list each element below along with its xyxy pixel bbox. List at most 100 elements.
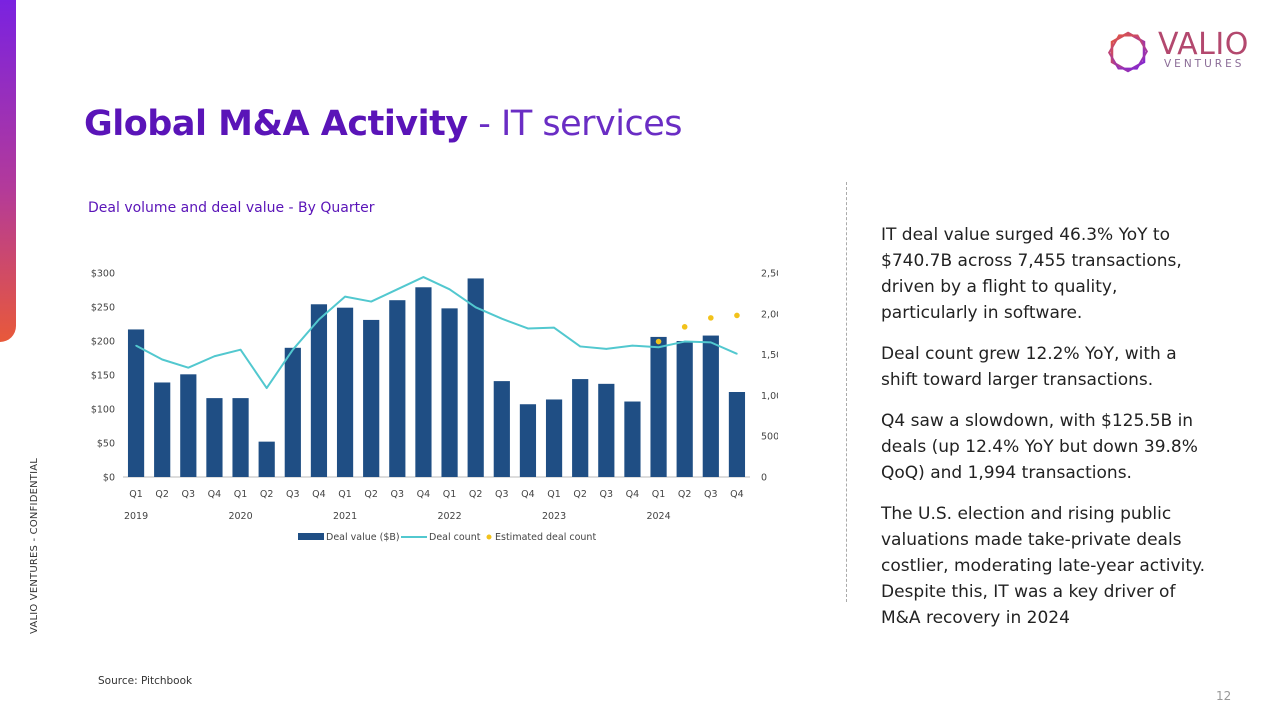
x-tick-label: Q3 — [600, 489, 614, 500]
deal-count-point — [265, 387, 268, 389]
logo-wordmark: VALIO — [1158, 27, 1249, 62]
commentary-paragraph: IT deal value surged 46.3% YoY to $740.7… — [881, 225, 1182, 323]
bar-deal-value — [545, 399, 563, 477]
bar-deal-value — [310, 304, 328, 477]
bar-deal-value — [572, 379, 589, 477]
page-number: 12 — [1216, 689, 1232, 703]
x-tick-label: Q1 — [547, 489, 561, 500]
estimated-deal-count-point — [708, 315, 714, 321]
x-tick-label: Q3 — [182, 489, 196, 500]
x-tick-label: Q4 — [521, 489, 535, 500]
bar-deal-value — [180, 374, 197, 477]
deal-count-point — [710, 341, 712, 344]
bar-deal-value — [206, 398, 223, 477]
x-year-label: 2023 — [542, 511, 566, 522]
chart-area: $0 $50 $100 $150 $200 $250 $300 0 500 1,000 1,500 2… — [88, 255, 788, 555]
deal-count-point — [239, 348, 242, 351]
y-left-tick-label: $300 — [91, 269, 115, 280]
deal-count-point — [448, 288, 451, 291]
deal-count-point — [344, 295, 346, 298]
deal-count-point — [605, 348, 608, 350]
commentary-panel: IT deal value surged 46.3% YoY to $740.7… — [881, 222, 1211, 646]
bar-deal-value — [624, 401, 641, 477]
deal-count-point — [631, 344, 634, 347]
x-tick-label: Q2 — [573, 489, 587, 500]
y-left-tick-label: $150 — [91, 371, 115, 382]
bar-deal-value — [232, 398, 249, 477]
x-year-label: 2024 — [646, 511, 670, 522]
y-left-tick-label: $250 — [91, 303, 115, 314]
bar-deal-value — [127, 329, 145, 477]
estimated-deal-count-point — [734, 312, 740, 319]
deal-count-point — [161, 358, 163, 361]
bar-deal-value — [415, 287, 432, 477]
bar-deal-value — [154, 382, 171, 477]
deal-count-point — [422, 276, 425, 278]
x-tick-label: Q2 — [364, 489, 378, 500]
deal-count-point — [474, 306, 477, 309]
bar-deal-value — [363, 319, 380, 477]
brand-accent-bar — [0, 0, 16, 342]
y-right-tick-label: 2,500 — [761, 269, 778, 280]
deal-count-point — [396, 288, 399, 291]
section-divider — [846, 182, 847, 602]
deal-count-point — [553, 326, 555, 329]
bar-deal-value — [389, 300, 406, 477]
deal-count-point — [135, 344, 137, 347]
legend-label-deal-count: Deal count — [429, 532, 481, 543]
x-tick-label: Q3 — [704, 489, 718, 500]
deal-count-point — [579, 345, 581, 348]
y-right-tick-label: 500 — [761, 432, 778, 443]
legend-swatch-estimated — [486, 534, 492, 540]
x-year-label: 2021 — [333, 511, 357, 522]
commentary-paragraph: The U.S. election and rising public valu… — [881, 504, 1206, 628]
x-year-label: 2022 — [437, 511, 461, 522]
deal-count-line — [135, 276, 738, 390]
deal-count-point — [370, 300, 372, 303]
x-tick-label: Q3 — [391, 489, 405, 500]
x-tick-label: Q4 — [417, 489, 431, 500]
deal-count-point — [292, 348, 294, 351]
commentary-paragraph: Deal count grew 12.2% YoY, with a shift … — [881, 344, 1177, 390]
x-tick-label: Q2 — [260, 489, 274, 500]
x-tick-label: Q1 — [129, 489, 143, 500]
y-right-tick-label: 2,000 — [761, 309, 778, 320]
legend-label-deal-value: Deal value ($B) — [326, 532, 400, 543]
x-tick-label: Q2 — [678, 489, 692, 500]
x-tick-label: Q3 — [286, 489, 300, 500]
x-tick-label: Q3 — [495, 489, 509, 500]
deal-count-point — [736, 352, 738, 355]
page-title-bold: Global M&A Activity — [84, 104, 468, 144]
bar-deal-value — [493, 381, 510, 477]
bar-deal-value — [467, 278, 484, 477]
x-tick-label: Q4 — [626, 489, 640, 500]
logo-subtitle: VENTURES — [1164, 58, 1245, 70]
estimated-deal-count-point — [681, 324, 688, 330]
page-title: Global M&A Activity - IT services — [84, 104, 683, 144]
deal-count-point — [527, 327, 529, 330]
x-year-label: 2019 — [124, 511, 148, 522]
x-tick-label: Q1 — [652, 489, 666, 500]
valio-logo: VALIO VENTURES — [1106, 27, 1249, 74]
bar-deal-value — [650, 336, 667, 477]
estimated-deal-count-point — [655, 338, 662, 345]
y-right-tick-label: 0 — [761, 473, 767, 484]
bar-deal-value — [258, 441, 275, 477]
bar-deal-value — [519, 404, 537, 477]
commentary-paragraph: Q4 saw a slowdown, with $125.5B in deals… — [881, 411, 1198, 483]
logo-hexagon-icon — [1107, 31, 1149, 73]
x-tick-label: Q1 — [443, 489, 457, 500]
y-left-tick-label: $100 — [91, 405, 115, 416]
x-tick-label: Q4 — [208, 489, 222, 500]
x-tick-label: Q1 — [234, 489, 248, 500]
y-left-tick-label: $50 — [97, 439, 115, 450]
x-tick-label: Q2 — [155, 489, 169, 500]
bar-deal-value — [702, 335, 719, 477]
bar-deal-value — [598, 383, 615, 477]
y-right-tick-label: 1,500 — [761, 350, 778, 361]
x-tick-label: Q2 — [469, 489, 483, 500]
bar-deal-value — [728, 392, 746, 477]
y-right-tick-label: 1,000 — [761, 391, 778, 402]
deal-count-point — [501, 317, 503, 320]
deal-count-point — [657, 346, 660, 349]
